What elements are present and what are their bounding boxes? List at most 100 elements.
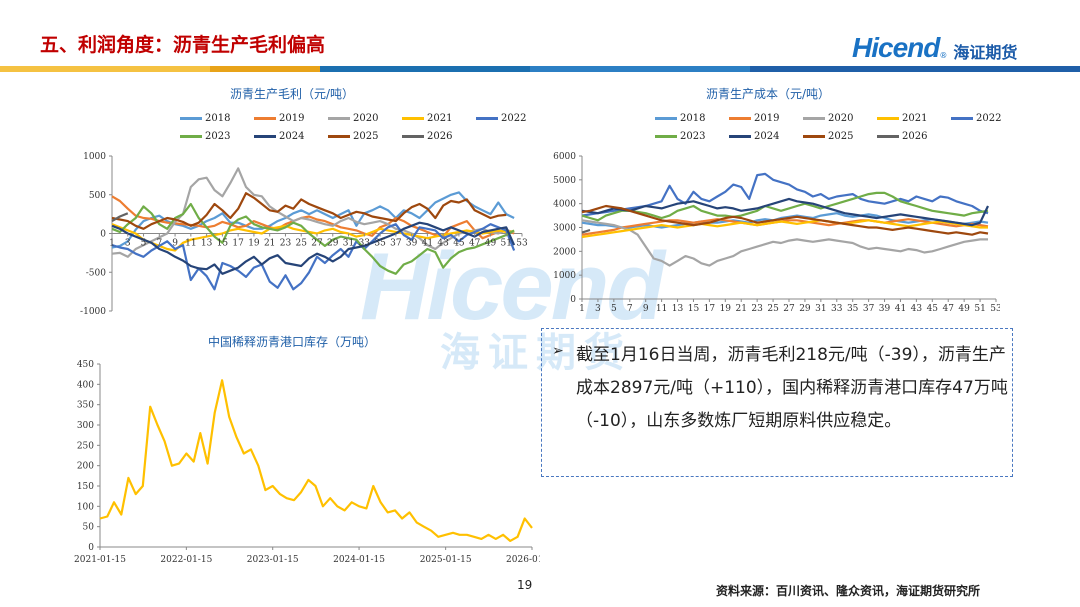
x-tick-label: 37	[390, 239, 402, 249]
x-tick-label: 41	[895, 304, 906, 314]
x-tick-label: 15	[217, 239, 229, 249]
x-tick-label: 9	[643, 304, 649, 314]
chart1-legend: 2018 2019 2020 2021 2022 2023 2024 2025 2026	[180, 109, 550, 145]
x-tick-label: 7	[156, 239, 162, 249]
legend-label: 2018	[680, 112, 706, 124]
x-tick-label: 2021-01-15	[74, 555, 126, 565]
y-tick-label: 50	[83, 523, 95, 533]
x-tick-label: 19	[720, 304, 732, 314]
legend-item-2024: 2024	[729, 131, 803, 142]
x-tick-label: 29	[799, 304, 811, 314]
y-tick-label: 350	[77, 401, 94, 411]
legend-label: 2021	[902, 112, 928, 124]
company-logo: Hicend ® 海证期货	[852, 30, 1017, 66]
legend-swatch	[803, 134, 825, 138]
x-tick-label: 47	[943, 304, 955, 314]
x-tick-label: 2023-01-15	[247, 555, 299, 565]
chart3-inventory-chart: 0 50 100 150 200 250 300 350 400 450 2021-01-15 202…	[74, 360, 540, 565]
x-tick-label: 31	[343, 239, 354, 249]
x-tick-label: 41	[422, 239, 433, 249]
x-tick-label: 37	[863, 304, 875, 314]
x-tick-label: 7	[627, 304, 633, 314]
legend-swatch	[877, 134, 899, 138]
legend-row: 2023 2024 2025 2026	[180, 127, 550, 145]
y-tick-label: 3000	[553, 224, 576, 234]
legend-label: 2022	[501, 112, 527, 124]
legend-item-2020: 2020	[328, 113, 402, 124]
series-line-2024	[111, 221, 516, 275]
x-tick-label: 13	[201, 239, 213, 249]
header-bar-1	[0, 66, 210, 72]
x-tick-label: 17	[704, 304, 716, 314]
series-line-2026	[111, 212, 129, 223]
x-tick-label: 2025-01-15	[420, 555, 472, 565]
y-tick-label: 2000	[553, 247, 576, 257]
y-tick-label: 250	[77, 441, 94, 451]
x-tick-label: 5	[611, 304, 617, 314]
x-tick-label: 1	[109, 239, 115, 249]
legend-item-2026: 2026	[402, 131, 476, 142]
legend-swatch	[729, 116, 751, 120]
x-tick-label: 21	[736, 304, 747, 314]
x-tick-label: 21	[264, 239, 275, 249]
legend-label: 2019	[279, 112, 305, 124]
series-line-2023	[581, 191, 989, 222]
chart2-legend: 2018 2019 2020 2021 2022 2023 2024 2025 2026	[655, 109, 1025, 145]
legend-swatch	[180, 116, 202, 120]
series-line-2018	[111, 191, 515, 249]
header-bar-5	[750, 66, 1080, 72]
x-tick-label: 27	[783, 304, 795, 314]
legend-label: 2025	[353, 130, 379, 142]
legend-item-2022: 2022	[476, 113, 550, 124]
y-tick-label: 1000	[553, 271, 576, 281]
x-tick-label: 51	[501, 239, 512, 249]
legend-label: 2024	[754, 130, 780, 142]
x-tick-label: 53	[516, 239, 528, 249]
legend-row: 2018 2019 2020 2021 2022	[180, 109, 550, 127]
x-tick-label: 23	[751, 304, 763, 314]
legend-label: 2020	[353, 112, 379, 124]
x-tick-label: 51	[974, 304, 985, 314]
header-bar-3	[320, 66, 530, 72]
x-tick-label: 39	[406, 239, 418, 249]
x-tick-label: 2026-01-15	[506, 555, 540, 565]
x-tick-label: 19	[248, 239, 260, 249]
x-tick-label: 3	[595, 304, 601, 314]
x-tick-label: 2024-01-15	[333, 555, 385, 565]
series-line-2022	[581, 172, 989, 217]
commentary-text: 截至1月16日当周，沥青毛利218元/吨（-39），沥青生产成本2897元/吨（…	[576, 345, 1008, 431]
legend-swatch	[803, 116, 825, 120]
y-tick-label: 300	[77, 421, 94, 431]
x-tick-label: 1	[579, 304, 585, 314]
x-tick-label: 5	[141, 239, 147, 249]
legend-item-2025: 2025	[328, 131, 402, 142]
x-tick-label: 49	[485, 239, 497, 249]
legend-label: 2019	[754, 112, 780, 124]
series-line-2026	[581, 228, 591, 234]
legend-item-2019: 2019	[254, 113, 328, 124]
y-tick-label: 500	[89, 191, 106, 201]
chart2-title: 沥青生产成本（元/吨）	[706, 87, 831, 101]
header-bar-2	[210, 66, 320, 72]
legend-item-2018: 2018	[655, 113, 729, 124]
logo-registered-mark: ®	[939, 50, 948, 60]
series-line-2020	[111, 167, 515, 258]
page-title: 五、利润角度：沥青生产毛利偏高	[40, 34, 326, 56]
logo-wordmark: Hicend	[852, 32, 940, 63]
x-tick-label: 25	[296, 239, 308, 249]
series-line-2022	[111, 223, 516, 291]
y-tick-label: 200	[77, 462, 94, 472]
series-line-2025	[581, 204, 989, 236]
legend-swatch	[328, 134, 350, 138]
series-line-2023	[111, 202, 515, 275]
legend-label: 2021	[427, 112, 453, 124]
legend-swatch	[655, 134, 677, 138]
inventory-series-line	[99, 379, 533, 542]
series-line-2021	[581, 219, 988, 239]
x-tick-label: 35	[847, 304, 859, 314]
y-tick-label: -500	[86, 268, 106, 278]
legend-label: 2026	[427, 130, 453, 142]
legend-swatch	[402, 134, 424, 138]
x-tick-label: 43	[911, 304, 923, 314]
